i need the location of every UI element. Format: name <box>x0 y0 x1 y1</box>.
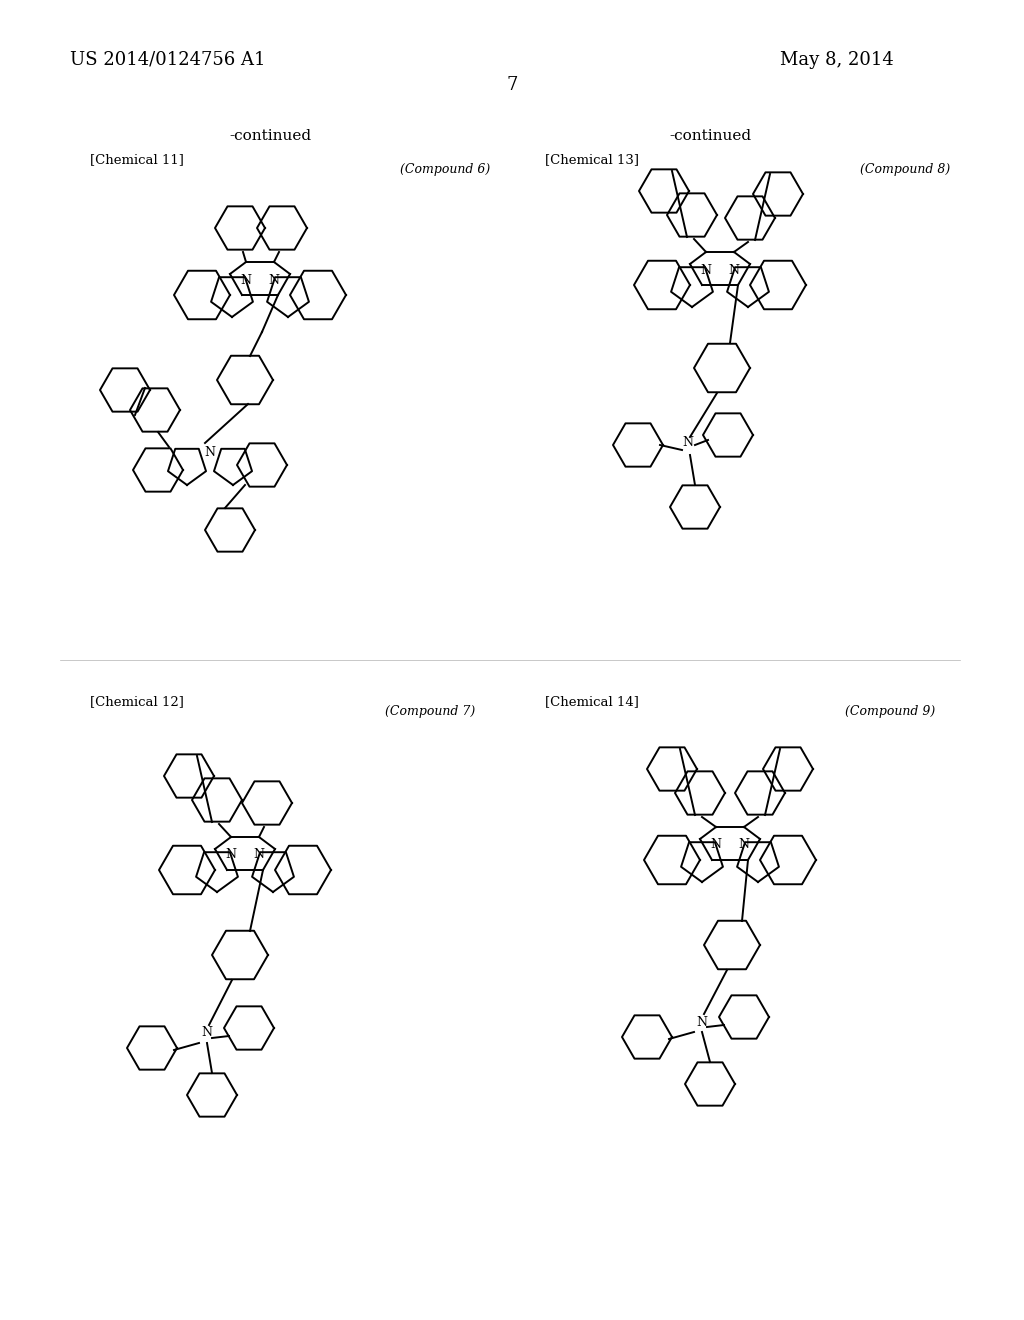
Text: N: N <box>225 849 237 862</box>
Text: (Compound 8): (Compound 8) <box>860 162 950 176</box>
Text: -continued: -continued <box>229 129 311 143</box>
Text: N: N <box>205 446 215 459</box>
Text: N: N <box>254 849 264 862</box>
Text: (Compound 7): (Compound 7) <box>385 705 475 718</box>
Text: N: N <box>738 838 750 851</box>
Text: [Chemical 11]: [Chemical 11] <box>90 153 184 166</box>
Text: US 2014/0124756 A1: US 2014/0124756 A1 <box>70 51 265 69</box>
Text: N: N <box>696 1015 708 1028</box>
Text: N: N <box>268 273 280 286</box>
Text: N: N <box>202 1027 213 1040</box>
Text: [Chemical 14]: [Chemical 14] <box>545 696 639 708</box>
Text: May 8, 2014: May 8, 2014 <box>780 51 894 69</box>
Text: N: N <box>728 264 739 276</box>
Text: N: N <box>711 838 722 851</box>
Text: [Chemical 13]: [Chemical 13] <box>545 153 639 166</box>
Text: -continued: -continued <box>669 129 751 143</box>
Text: (Compound 6): (Compound 6) <box>400 162 490 176</box>
Text: (Compound 9): (Compound 9) <box>845 705 935 718</box>
Text: N: N <box>241 273 252 286</box>
Text: N: N <box>683 437 693 450</box>
Text: N: N <box>700 264 712 276</box>
Text: 7: 7 <box>506 77 518 94</box>
Text: [Chemical 12]: [Chemical 12] <box>90 696 184 708</box>
